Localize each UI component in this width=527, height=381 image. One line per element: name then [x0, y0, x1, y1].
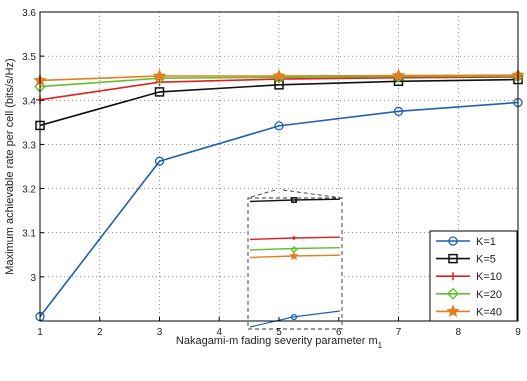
y-tick-label: 3.3: [22, 140, 36, 151]
legend-label: K=1: [476, 236, 496, 248]
data-point: [290, 245, 298, 254]
data-point: [152, 68, 167, 82]
data-point: [449, 272, 457, 281]
y-tick-label: 3.6: [22, 8, 36, 19]
x-tick-label: 2: [97, 327, 103, 338]
data-point: [154, 87, 165, 97]
zoom-inset: [247, 189, 343, 330]
data-point: [274, 121, 284, 131]
x-tick-label: 3: [157, 327, 163, 338]
data-point: [448, 236, 458, 246]
series-layer: [33, 68, 525, 322]
data-point: [289, 250, 299, 261]
inset-series-K=40: [249, 250, 341, 261]
y-tick-label: 3.1: [22, 229, 36, 240]
inset-line: [249, 310, 341, 328]
data-point: [290, 313, 298, 321]
data-point: [292, 236, 296, 240]
x-tick-label: 4: [216, 327, 222, 338]
series-line: [39, 101, 519, 318]
legend-item: K=40: [436, 304, 502, 318]
inset-guide-line: [282, 189, 343, 199]
legend-item: K=20: [436, 287, 502, 301]
x-tick-label: 1: [37, 327, 43, 338]
x-tick-label: 8: [455, 327, 461, 338]
x-tick-label: 9: [515, 327, 521, 338]
x-tick-label: 6: [336, 327, 342, 338]
data-point: [154, 156, 165, 166]
data-point: [447, 287, 459, 300]
legend-label: K=10: [476, 271, 502, 283]
inset-series-K=5: [249, 197, 341, 203]
y-tick-label: 3.5: [22, 52, 36, 63]
data-point: [393, 106, 404, 116]
y-tick-label: 3.4: [22, 96, 36, 107]
data-point: [446, 304, 460, 318]
data-point: [448, 253, 458, 264]
legend-label: K=20: [476, 289, 502, 301]
legend-label: K=5: [476, 254, 496, 266]
axis-ticks: 1 2 3 4 5 6 7 8 9 3.6 3.5 3.4 3.3 3.2 3.1 3: [22, 8, 521, 338]
x-tick-label: 5: [276, 327, 282, 338]
y-tick-label: 3.2: [22, 185, 36, 196]
data-point: [272, 68, 286, 82]
x-axis-label-subscript: 1: [378, 341, 383, 350]
legend-label: K=40: [476, 306, 502, 318]
x-axis-label: Nakagami-m fading severity parameter m1: [176, 335, 383, 350]
x-tick-label: 7: [396, 327, 402, 338]
inset-series-K=20: [249, 245, 341, 254]
y-tick-label: 3: [30, 273, 36, 284]
legend-item: K=1: [436, 236, 496, 248]
inset-guide-line: [247, 189, 276, 199]
legend-item: K=10: [436, 271, 502, 283]
inset-series-K=10: [249, 236, 341, 241]
data-point: [291, 197, 297, 203]
series-line: [39, 78, 519, 127]
inset-line: [249, 198, 341, 203]
legend: K=1 K=5 K=10 K=20 K=40: [429, 230, 518, 322]
y-axis-label: Maximum achievable rate per cell (bits/s…: [4, 58, 16, 274]
data-point: [155, 78, 164, 87]
data-point: [391, 68, 406, 82]
inset-box: [247, 197, 343, 330]
legend-item: K=5: [436, 254, 496, 266]
inset-series-K=1: [249, 310, 341, 328]
series-K=40: [33, 68, 525, 87]
